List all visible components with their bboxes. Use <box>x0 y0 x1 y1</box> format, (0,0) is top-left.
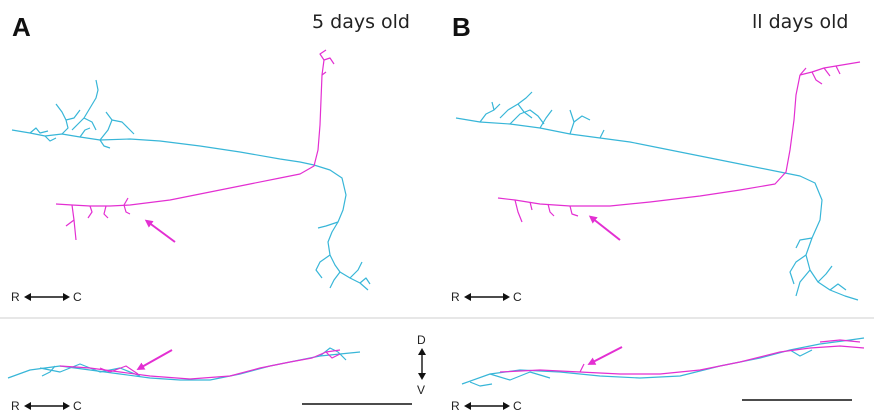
neuron-b-magenta-top <box>497 61 861 223</box>
panel-label-a: A <box>12 12 31 42</box>
neuron-a-side-view <box>7 347 361 381</box>
neuron-a-magenta-top <box>55 49 335 241</box>
caudal-label-b-bottom: C <box>513 399 522 413</box>
dorsal-arrowhead <box>418 348 426 355</box>
rc-arrow-a-bottom <box>24 402 70 410</box>
rostral-label-a-bottom: R <box>11 399 20 413</box>
dorsal-label: D <box>417 333 426 347</box>
arrow-b-top <box>588 215 621 241</box>
caudal-label-a-top: C <box>73 290 82 304</box>
rc-arrow-b-top <box>464 293 510 301</box>
neuron-b-blue-top <box>455 91 859 301</box>
neuron-a-blue-top <box>11 79 371 291</box>
age-label-a: 5 days old <box>312 11 410 33</box>
arrow-a-top <box>144 219 176 243</box>
panel-label-b: B <box>452 12 471 42</box>
rostral-label-b-bottom: R <box>451 399 460 413</box>
age-label-b: ll days old <box>752 11 849 33</box>
neuron-b-side-view <box>461 337 865 387</box>
arrow-a-side <box>136 349 173 370</box>
ventral-arrowhead <box>418 373 426 380</box>
ventral-label: V <box>417 383 426 397</box>
caudal-label-b-top: C <box>513 290 522 304</box>
caudal-label-a-bottom: C <box>73 399 82 413</box>
rc-arrow-b-bottom <box>464 402 510 410</box>
rc-arrow-a-top <box>24 293 70 301</box>
rostral-label-b-top: R <box>451 290 460 304</box>
rostral-label-a-top: R <box>11 290 20 304</box>
arrow-b-side <box>587 346 623 365</box>
